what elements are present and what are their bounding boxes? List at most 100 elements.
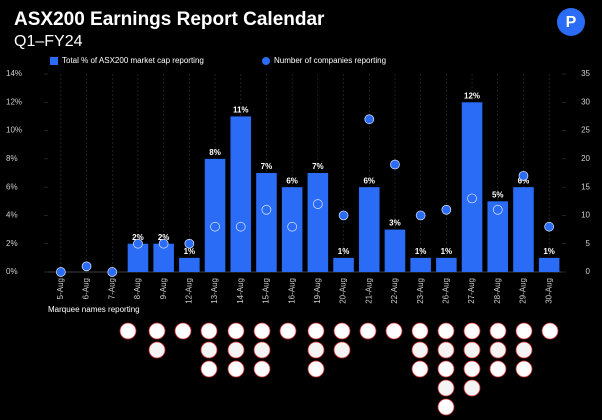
- y-tick-label: 6%: [6, 182, 18, 191]
- bar: [358, 187, 380, 272]
- dot: [107, 267, 118, 277]
- y-tick-label: 4%: [6, 211, 18, 220]
- bar: [436, 257, 457, 272]
- data-label: 1%: [441, 247, 453, 256]
- dot: [544, 221, 555, 232]
- y2-tick-label: 30: [581, 97, 590, 106]
- dot: [492, 204, 503, 215]
- data-label: 1%: [543, 247, 555, 256]
- company-logo: [333, 322, 351, 340]
- company-logo: [437, 360, 455, 378]
- legend-label: Number of companies reporting: [274, 56, 386, 65]
- bar: [513, 187, 534, 272]
- x-tick-label: 22-Aug: [390, 278, 399, 304]
- data-label: 12%: [464, 91, 480, 100]
- company-logo: [463, 360, 481, 378]
- company-logo: [333, 341, 351, 359]
- bar: [410, 257, 431, 272]
- company-logo: [437, 322, 455, 340]
- x-tick-label: 19-Aug: [313, 278, 322, 304]
- company-logo: [227, 322, 245, 340]
- company-logo: [411, 322, 429, 340]
- company-logo: [148, 322, 166, 340]
- x-tick-label: 5-Aug: [56, 278, 65, 299]
- company-logo: [307, 360, 325, 378]
- dot: [158, 238, 169, 249]
- dot: [415, 210, 426, 221]
- company-logo: [200, 322, 218, 340]
- company-logo: [227, 360, 245, 378]
- bar: [384, 229, 406, 272]
- y2-tick-label: 10: [581, 211, 590, 220]
- x-tick-label: 30-Aug: [544, 278, 553, 304]
- company-logo: [489, 322, 507, 340]
- company-logo: [437, 341, 455, 359]
- data-label: 3%: [389, 219, 401, 228]
- company-logo: [119, 322, 137, 340]
- company-logo: [385, 322, 403, 340]
- data-label: 5%: [492, 190, 504, 199]
- data-label: 7%: [261, 162, 273, 171]
- company-logo: [489, 341, 507, 359]
- company-logo: [515, 360, 533, 378]
- company-logo: [253, 322, 271, 340]
- x-tick-label: 16-Aug: [287, 278, 296, 304]
- bar: [204, 158, 226, 272]
- footnote: Marquee names reporting: [48, 305, 140, 314]
- legend-label: Total % of ASX200 market cap reporting: [62, 56, 204, 65]
- company-logo: [253, 341, 271, 359]
- dot: [518, 170, 529, 181]
- dot: [313, 199, 323, 209]
- company-logo: [174, 322, 192, 340]
- y2-tick-label: 0: [586, 267, 591, 276]
- dot: [133, 238, 143, 249]
- x-tick-label: 27-Aug: [467, 278, 476, 304]
- company-logo: [515, 341, 533, 359]
- data-label: 6%: [518, 176, 530, 185]
- y-tick-label: 0%: [6, 267, 18, 276]
- company-logo: [411, 341, 429, 359]
- dot: [235, 221, 246, 232]
- company-logo: [253, 360, 271, 378]
- bar: [461, 102, 483, 273]
- company-logo: [411, 360, 429, 378]
- bar: [179, 257, 200, 272]
- bar: [538, 257, 560, 272]
- bar: [487, 201, 509, 272]
- data-label: 6%: [286, 176, 298, 185]
- company-logo: [437, 379, 455, 397]
- bar: [127, 243, 149, 272]
- company-logo: [359, 322, 377, 340]
- x-tick-label: 26-Aug: [441, 278, 450, 304]
- x-tick-label: 14-Aug: [236, 278, 245, 304]
- data-label: 6%: [363, 176, 375, 185]
- bar: [333, 257, 354, 272]
- x-tick-label: 13-Aug: [210, 278, 219, 304]
- bar: [256, 173, 277, 272]
- x-tick-label: 21-Aug: [364, 278, 373, 304]
- y2-tick-label: 20: [581, 154, 590, 163]
- bar: [230, 116, 252, 272]
- dot: [441, 204, 452, 215]
- x-tick-label: 8-Aug: [133, 278, 142, 299]
- legend-swatch: [262, 57, 270, 65]
- bar: [153, 243, 174, 272]
- dot: [467, 193, 477, 204]
- data-label: 2%: [132, 233, 144, 242]
- x-tick-label: 9-Aug: [159, 278, 168, 299]
- x-tick-label: 6-Aug: [82, 278, 91, 299]
- company-logo: [200, 360, 218, 378]
- data-label: 1%: [415, 247, 427, 256]
- dot: [55, 267, 66, 277]
- y-tick-label: 10%: [6, 126, 22, 135]
- y-tick-label: 14%: [6, 69, 22, 78]
- bar: [307, 173, 329, 272]
- company-logo: [148, 341, 166, 359]
- x-tick-label: 12-Aug: [184, 278, 193, 304]
- svg-text:P: P: [566, 14, 577, 31]
- dot: [261, 204, 272, 215]
- y-tick-label: 12%: [6, 97, 22, 106]
- x-tick-label: 7-Aug: [107, 278, 116, 299]
- dot: [81, 261, 92, 272]
